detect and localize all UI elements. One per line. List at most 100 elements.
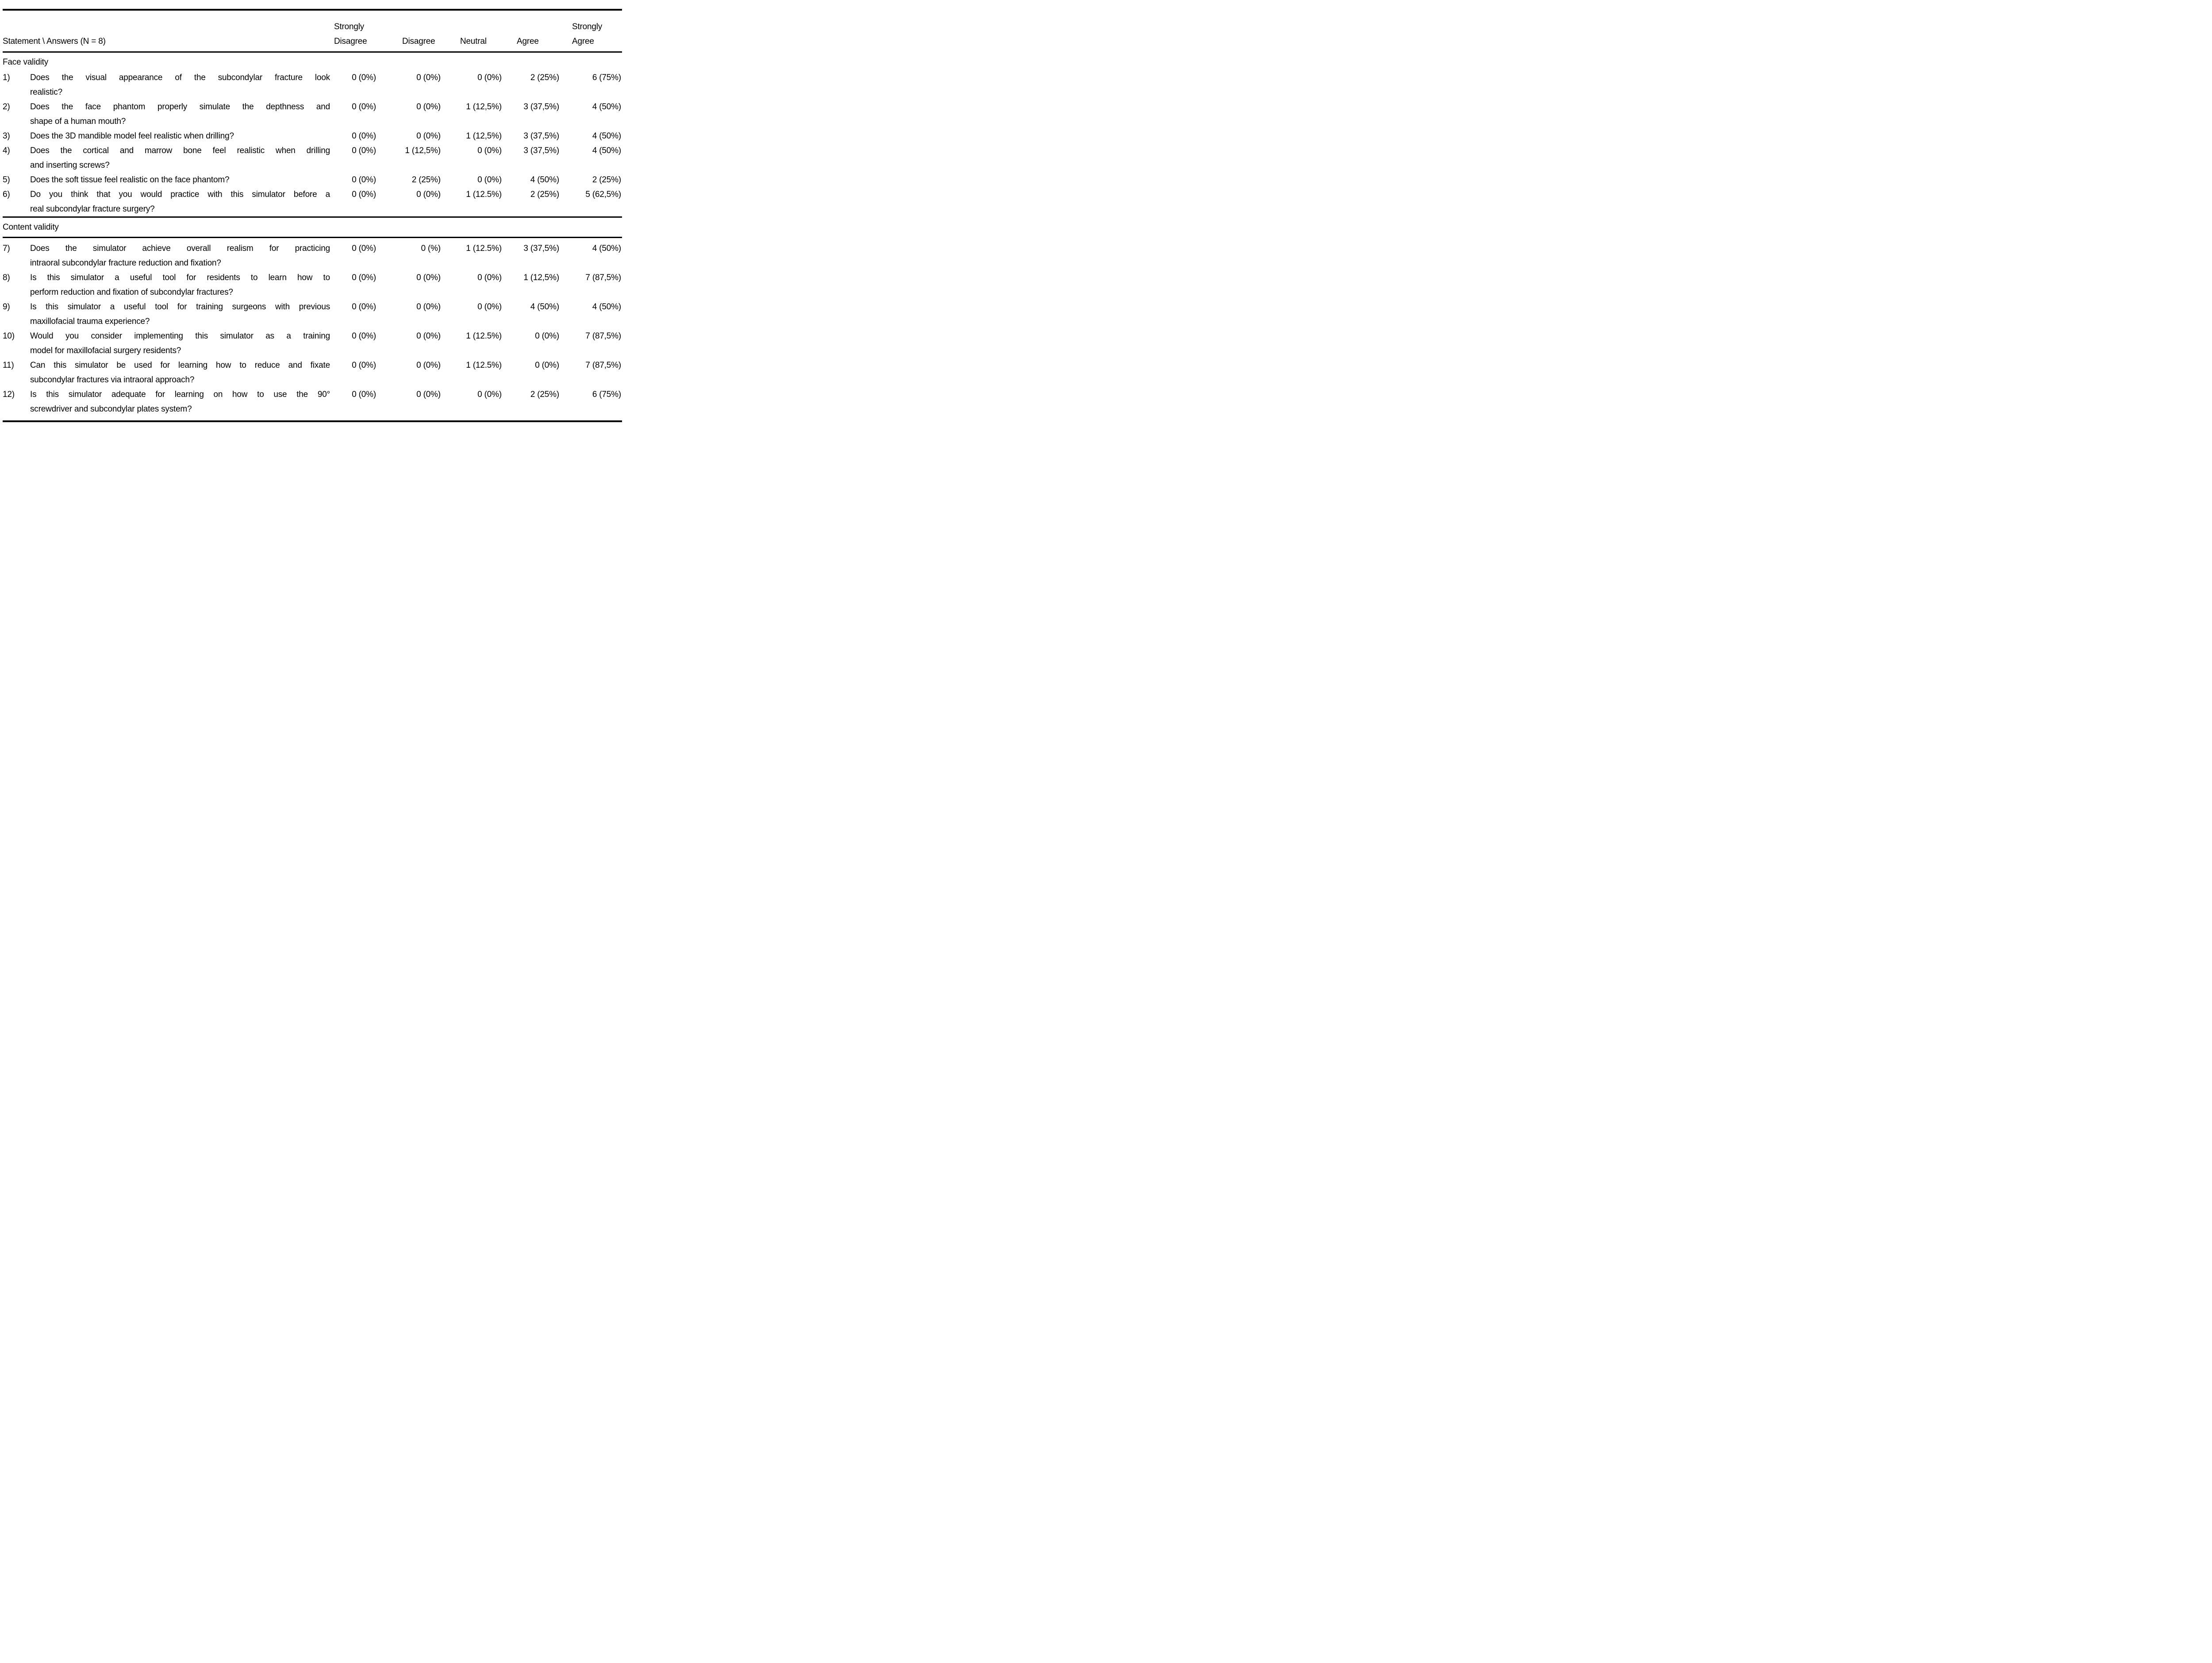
value-cell-disagree: 0 (%) [421, 244, 441, 253]
value-cell-agree: 3 (37,5%) [523, 131, 559, 141]
value-cell-strongly-agree: 6 (75%) [592, 390, 621, 399]
value-cell-strongly-agree: 4 (50%) [592, 302, 621, 312]
value-cell-disagree: 1 (12,5%) [405, 146, 441, 155]
statement-cell: 12) Is this simulator adequate for learni… [3, 387, 330, 421]
question-number: 11) [3, 361, 14, 370]
question-number: 6) [3, 190, 10, 199]
table-row-q3: 3) Does the 3D mandible model feel realis… [3, 129, 622, 143]
section-title: Face validity [3, 58, 48, 67]
value-cell-disagree: 2 (25%) [411, 175, 441, 185]
question-number: 5) [3, 175, 10, 185]
statement-cell: 10) Would you consider implementing this … [3, 329, 330, 358]
statement-line: 6) Do you think that you would practice w… [3, 187, 330, 202]
statement-line: 7) Does the simulator achieve overall rea… [3, 241, 330, 256]
statement-line: and inserting screws? [30, 161, 110, 170]
section-header-content-validity: Content validity [3, 216, 622, 238]
column-header-line: Agree [572, 37, 594, 46]
column-header-line: Strongly [334, 22, 365, 31]
question-number: 7) [3, 244, 10, 253]
value-cell-agree: 2 (25%) [530, 190, 559, 199]
statement-cell: 3) Does the 3D mandible model feel realis… [3, 129, 330, 143]
question-number: 12) [3, 390, 15, 399]
statement-cell: 8) Is this simulator a useful tool for re… [3, 270, 330, 300]
value-cell-disagree: 0 (0%) [416, 190, 441, 199]
column-header-statement: Statement \ Answers (N = 8) [3, 10, 330, 53]
value-cell-neutral: 0 (0%) [477, 146, 502, 155]
table-row-q9: 9) Is this simulator a useful tool for tr… [3, 300, 622, 329]
value-cell-strongly-agree: 7 (87,5%) [585, 331, 621, 341]
table-row-q12: 12) Is this simulator adequate for learni… [3, 387, 622, 421]
value-cell-agree: 4 (50%) [530, 175, 559, 185]
statement-line: shape of a human mouth? [30, 117, 126, 126]
statement-cell: 9) Is this simulator a useful tool for tr… [3, 300, 330, 329]
statement-line: model for maxillofacial surgery resident… [30, 346, 181, 355]
statement-line: 8) Is this simulator a useful tool for re… [3, 270, 330, 285]
value-cell-disagree: 0 (0%) [416, 361, 441, 370]
table-row-q2: 2) Does the face phantom properly simulat… [3, 100, 622, 129]
table-row-q1: 1) Does the visual appearance of the subc… [3, 70, 622, 100]
table-row-q10: 10) Would you consider implementing this … [3, 329, 622, 358]
value-cell-strongly-agree: 7 (87,5%) [585, 273, 621, 282]
value-cell-agree: 3 (37,5%) [523, 244, 559, 253]
value-cell-strongly-agree: 2 (25%) [592, 175, 621, 185]
question-number: 10) [3, 331, 15, 341]
statement-line: 1) Does the visual appearance of the subc… [3, 70, 330, 85]
statement-line: screwdriver and subcondylar plates syste… [30, 404, 192, 414]
value-cell-neutral: 0 (0%) [477, 302, 502, 312]
value-cell-neutral: 1 (12.5%) [466, 331, 502, 341]
column-header-agree: Agree [503, 10, 560, 53]
statement-line: subcondylar fractures via intraoral appr… [30, 375, 195, 385]
value-cell-agree: 0 (0%) [535, 331, 559, 341]
column-header-disagree: Disagree [377, 10, 442, 53]
value-cell-agree: 2 (25%) [530, 73, 559, 82]
survey-results-table: Statement \ Answers (N = 8) Strongly Disa… [3, 9, 622, 422]
question-number: 4) [3, 146, 10, 155]
statement-cell: 2) Does the face phantom properly simulat… [3, 100, 330, 129]
statement-line: maxillofacial trauma experience? [30, 317, 150, 326]
statement-cell: 11) Can this simulator be used for learni… [3, 358, 330, 387]
statement-cell: 7) Does the simulator achieve overall rea… [3, 238, 330, 271]
section-title: Content validity [3, 216, 622, 238]
question-number: 1) [3, 73, 10, 82]
value-cell-neutral: 0 (0%) [477, 73, 502, 82]
statement-line: 12) Is this simulator adequate for learni… [3, 387, 330, 402]
value-cell-strongly-disagree: 0 (0%) [352, 390, 376, 399]
value-cell-strongly-disagree: 0 (0%) [352, 102, 376, 112]
column-header-line: Agree [517, 37, 539, 46]
value-cell-neutral: 1 (12.5%) [466, 190, 502, 199]
table-row-q4: 4) Does the cortical and marrow bone feel… [3, 143, 622, 173]
value-cell-strongly-disagree: 0 (0%) [352, 146, 376, 155]
value-cell-neutral: 1 (12,5%) [466, 131, 502, 141]
table-header-row: Statement \ Answers (N = 8) Strongly Disa… [3, 10, 622, 53]
column-header-line: Disagree [402, 37, 435, 46]
question-number: 3) [3, 131, 10, 141]
value-cell-strongly-disagree: 0 (0%) [352, 273, 376, 282]
value-cell-agree: 3 (37,5%) [523, 102, 559, 112]
value-cell-agree: 0 (0%) [535, 361, 559, 370]
statement-line: 2) Does the face phantom properly simulat… [3, 100, 330, 114]
statement-line: intraoral subcondylar fracture reduction… [30, 258, 221, 268]
value-cell-strongly-agree: 4 (50%) [592, 102, 621, 112]
table-row-q8: 8) Is this simulator a useful tool for re… [3, 270, 622, 300]
value-cell-neutral: 1 (12.5%) [466, 244, 502, 253]
value-cell-strongly-agree: 6 (75%) [592, 73, 621, 82]
value-cell-strongly-agree: 4 (50%) [592, 131, 621, 141]
value-cell-agree: 4 (50%) [530, 302, 559, 312]
table-row-q6: 6) Do you think that you would practice w… [3, 187, 622, 217]
table-row-q7: 7) Does the simulator achieve overall rea… [3, 238, 622, 271]
value-cell-disagree: 0 (0%) [416, 273, 441, 282]
value-cell-strongly-disagree: 0 (0%) [352, 244, 376, 253]
value-cell-disagree: 0 (0%) [416, 73, 441, 82]
value-cell-strongly-agree: 4 (50%) [592, 146, 621, 155]
column-header-line: Strongly [572, 22, 603, 31]
value-cell-strongly-agree: 5 (62,5%) [585, 190, 621, 199]
value-cell-strongly-disagree: 0 (0%) [352, 190, 376, 199]
value-cell-strongly-disagree: 0 (0%) [352, 175, 376, 185]
value-cell-agree: 1 (12,5%) [523, 273, 559, 282]
value-cell-strongly-disagree: 0 (0%) [352, 361, 376, 370]
statement-line: 5) Does the soft tissue feel realistic on… [3, 173, 330, 187]
column-header-strongly-agree: Strongly Agree [560, 10, 622, 53]
statement-cell: 4) Does the cortical and marrow bone feel… [3, 143, 330, 173]
statement-line: realistic? [30, 88, 62, 97]
value-cell-neutral: 1 (12.5%) [466, 361, 502, 370]
